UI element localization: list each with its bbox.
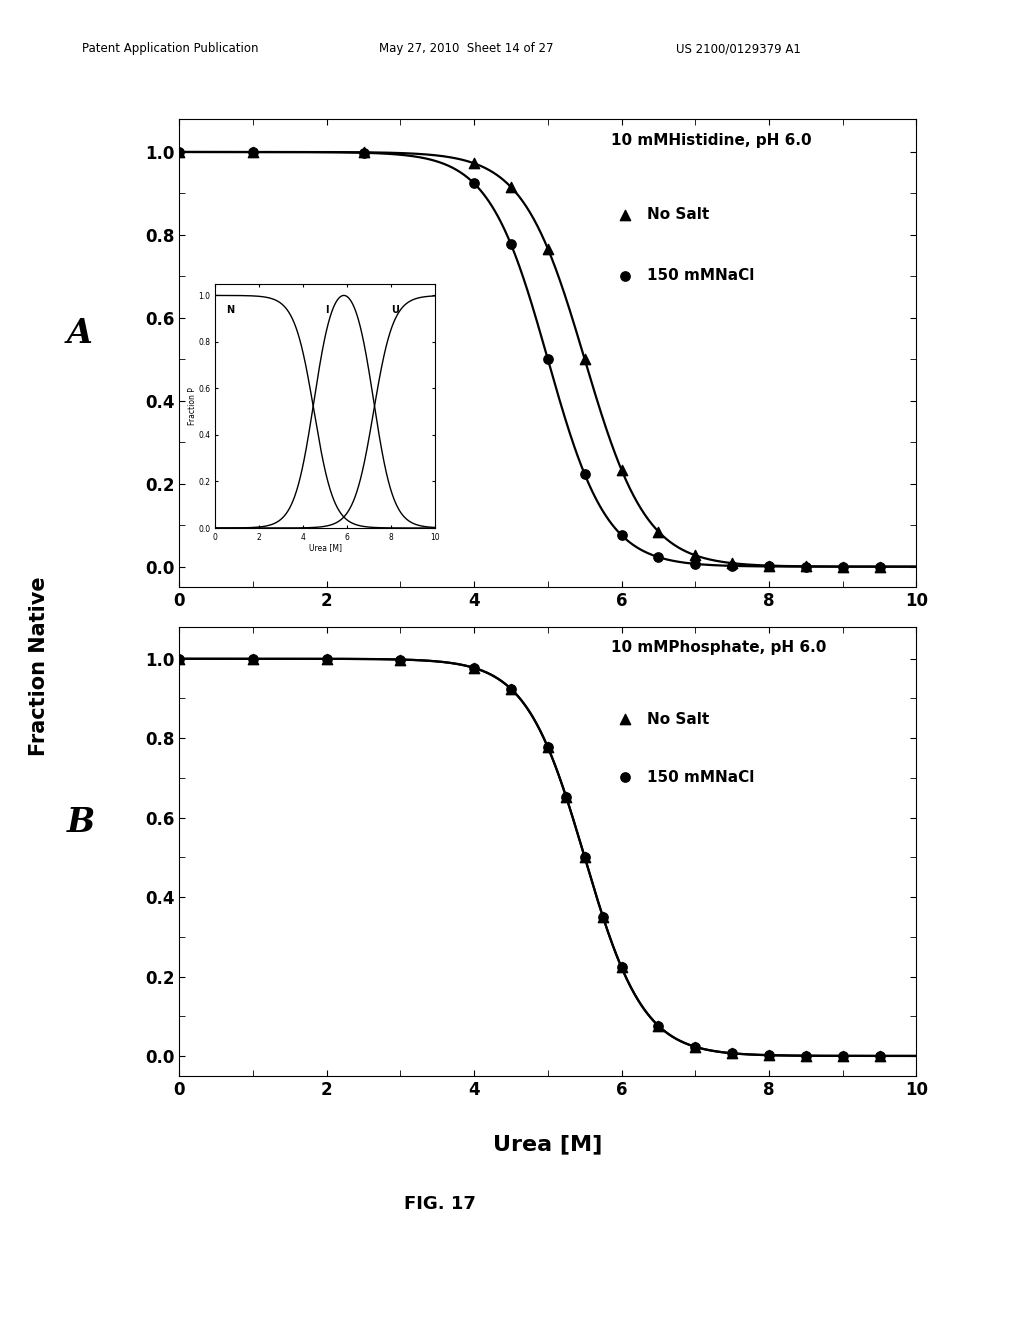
Y-axis label: Fraction P: Fraction P <box>187 387 197 425</box>
Point <box>577 463 593 484</box>
Point <box>558 787 574 808</box>
Point <box>540 737 556 758</box>
Point <box>318 648 335 669</box>
Point <box>540 238 556 259</box>
Point <box>355 143 372 164</box>
Point <box>171 141 187 162</box>
Point <box>503 234 519 255</box>
Point <box>466 173 482 194</box>
Point <box>245 141 261 162</box>
Point <box>761 556 777 577</box>
Point <box>171 648 187 669</box>
Point <box>761 1044 777 1065</box>
Point <box>761 1044 777 1065</box>
Point <box>577 348 593 370</box>
Point <box>216 781 232 803</box>
Text: I: I <box>326 305 329 315</box>
Point <box>392 649 409 671</box>
Point <box>503 678 519 700</box>
Text: Patent Application Publication: Patent Application Publication <box>82 42 258 55</box>
X-axis label: Urea [M]: Urea [M] <box>308 544 342 552</box>
Point <box>724 556 740 577</box>
Point <box>245 141 261 162</box>
Point <box>871 1045 888 1067</box>
Point <box>650 546 667 568</box>
Text: No Salt: No Salt <box>647 711 710 726</box>
Point <box>577 847 593 869</box>
Point <box>724 553 740 574</box>
Point <box>687 545 703 566</box>
Point <box>595 907 611 928</box>
Point <box>466 153 482 174</box>
Text: 150 mMNaCl: 150 mMNaCl <box>647 770 755 785</box>
Point <box>216 280 232 301</box>
Text: No Salt: No Salt <box>647 207 710 222</box>
Point <box>171 648 187 669</box>
Point <box>724 1043 740 1064</box>
Text: U: U <box>391 305 399 315</box>
Point <box>216 227 232 248</box>
Point <box>650 1015 667 1036</box>
Point <box>650 1015 667 1036</box>
Text: Urea [M]: Urea [M] <box>494 1134 602 1155</box>
Point <box>835 1045 851 1067</box>
Point <box>798 556 814 577</box>
Text: May 27, 2010  Sheet 14 of 27: May 27, 2010 Sheet 14 of 27 <box>379 42 553 55</box>
Text: US 2100/0129379 A1: US 2100/0129379 A1 <box>676 42 801 55</box>
Point <box>613 524 630 545</box>
Point <box>871 556 888 577</box>
Point <box>835 1045 851 1067</box>
Point <box>835 556 851 577</box>
Point <box>540 348 556 370</box>
Point <box>613 957 630 978</box>
Text: N: N <box>226 305 234 315</box>
Point <box>245 648 261 669</box>
Point <box>798 1045 814 1067</box>
Point <box>871 556 888 577</box>
Point <box>687 1036 703 1057</box>
Text: B: B <box>67 805 95 838</box>
Point <box>355 141 372 162</box>
Text: A: A <box>67 317 92 350</box>
Point <box>835 556 851 577</box>
Point <box>466 657 482 678</box>
Text: FIG. 17: FIG. 17 <box>404 1195 476 1213</box>
Point <box>613 459 630 480</box>
Text: 10 mMPhosphate, pH 6.0: 10 mMPhosphate, pH 6.0 <box>610 640 826 656</box>
Point <box>724 1043 740 1064</box>
Point <box>245 648 261 669</box>
Point <box>687 1036 703 1057</box>
Point <box>871 1045 888 1067</box>
Text: 10 mMHistidine, pH 6.0: 10 mMHistidine, pH 6.0 <box>610 133 811 148</box>
Point <box>540 737 556 758</box>
Point <box>171 141 187 162</box>
Point <box>318 648 335 669</box>
Point <box>761 554 777 576</box>
Point <box>216 730 232 751</box>
Point <box>613 957 630 978</box>
Point <box>798 1045 814 1067</box>
Point <box>466 657 482 678</box>
Point <box>650 521 667 543</box>
Point <box>687 553 703 574</box>
Point <box>595 907 611 928</box>
Point <box>798 556 814 577</box>
Point <box>558 787 574 808</box>
Point <box>392 649 409 671</box>
Text: 150 mMNaCl: 150 mMNaCl <box>647 268 755 284</box>
Point <box>503 177 519 198</box>
Point <box>503 678 519 700</box>
Text: Fraction Native: Fraction Native <box>29 577 49 756</box>
Point <box>577 847 593 869</box>
